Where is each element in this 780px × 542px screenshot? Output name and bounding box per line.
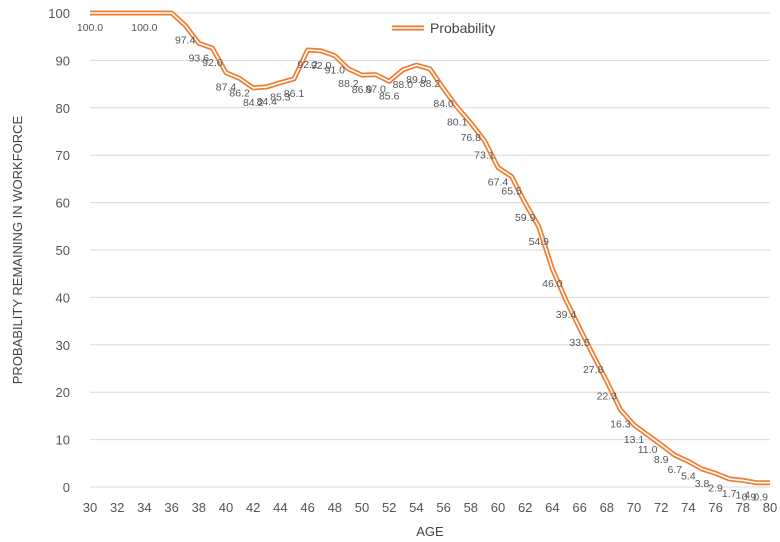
data-label: 0.9 <box>742 492 757 504</box>
gridlines <box>90 12 770 488</box>
data-label: 54.9 <box>529 236 550 248</box>
data-label: 89.0 <box>406 74 427 86</box>
data-label: 88.2 <box>420 78 441 90</box>
data-label: 13.1 <box>624 434 645 446</box>
data-label: 22.3 <box>597 390 618 402</box>
x-tick-label: 42 <box>246 500 260 515</box>
data-label: 88.2 <box>338 78 359 90</box>
x-tick-label: 54 <box>409 500 423 515</box>
data-label: 67.4 <box>488 177 509 189</box>
series-line-probability-inner <box>90 12 770 484</box>
data-label: 80.1 <box>447 116 468 128</box>
x-tick-label: 34 <box>137 500 151 515</box>
data-labels: 100.0 100.097.493.692.687.486.284.284.485… <box>77 22 768 504</box>
y-axis-title: PROBABILITY REMAINING IN WORKFORCE <box>10 115 25 384</box>
data-label: 73.1 <box>474 150 495 162</box>
x-tick-label: 50 <box>355 500 369 515</box>
data-label: 92.2 <box>297 59 318 71</box>
y-tick-label: 70 <box>56 148 70 163</box>
data-label: 5.4 <box>681 470 696 482</box>
x-tick-label: 36 <box>164 500 178 515</box>
x-tick-label: 80 <box>763 500 777 515</box>
data-label: 6.7 <box>667 464 682 476</box>
x-tick-label: 38 <box>192 500 206 515</box>
x-tick-label: 64 <box>545 500 559 515</box>
data-label: 84.4 <box>257 96 278 108</box>
x-axis-title: AGE <box>416 524 444 539</box>
data-label: 3.8 <box>695 478 710 490</box>
data-label: 87.0 <box>365 84 386 96</box>
x-tick-label: 76 <box>708 500 722 515</box>
data-label: 100.0 <box>131 22 157 34</box>
x-tick-label: 46 <box>300 500 314 515</box>
x-tick-label: 32 <box>110 500 124 515</box>
y-tick-label: 90 <box>56 53 70 68</box>
data-label: 93.6 <box>189 52 210 64</box>
y-tick-label: 10 <box>56 433 70 448</box>
data-label: 84.0 <box>433 98 454 110</box>
x-axis-ticks: 30 32 34 36 38 40 42 44 46 48 50 52 54 56 58 60 62 64 66 68… <box>83 500 777 515</box>
data-label: 92.0 <box>311 60 332 72</box>
x-tick-label: 78 <box>736 500 750 515</box>
x-tick-label: 66 <box>572 500 586 515</box>
data-label: 0.9 <box>753 492 768 504</box>
x-tick-label: 72 <box>654 500 668 515</box>
x-tick-label: 60 <box>491 500 505 515</box>
data-label: 46.0 <box>542 278 563 290</box>
series-line <box>90 10 770 486</box>
y-tick-label: 0 <box>63 480 70 495</box>
x-tick-label: 68 <box>600 500 614 515</box>
x-tick-label: 40 <box>219 500 233 515</box>
data-label: 84.2 <box>243 97 264 109</box>
data-label: 11.0 <box>638 444 658 456</box>
data-label: 39.4 <box>556 309 577 321</box>
x-tick-label: 58 <box>464 500 478 515</box>
data-label: 92.6 <box>202 57 223 69</box>
data-label: 87.4 <box>216 82 237 94</box>
x-tick-label: 74 <box>681 500 695 515</box>
x-tick-label: 62 <box>518 500 532 515</box>
data-label: 33.5 <box>569 337 590 349</box>
y-tick-label: 20 <box>56 385 70 400</box>
x-tick-label: 48 <box>328 500 342 515</box>
x-tick-label: 44 <box>273 500 287 515</box>
data-label: 88.0 <box>393 79 414 91</box>
data-label: 16.3 <box>610 419 631 431</box>
x-tick-label: 70 <box>627 500 641 515</box>
y-tick-label: 30 <box>56 338 70 353</box>
data-label: 1.4 <box>735 489 750 501</box>
data-label: 76.8 <box>461 132 482 144</box>
x-tick-label: 56 <box>436 500 450 515</box>
x-tick-label: 52 <box>382 500 396 515</box>
data-label: 97.4 <box>175 34 196 46</box>
data-label: 65.5 <box>501 186 522 198</box>
x-tick-label: 30 <box>83 500 97 515</box>
legend-entry-probability: Probability <box>430 20 495 36</box>
data-label: 100.0 <box>77 22 103 34</box>
y-tick-label: 50 <box>56 243 70 258</box>
data-label: 2.9 <box>708 482 723 494</box>
data-label: 85.3 <box>270 92 291 104</box>
data-label: 8.9 <box>654 454 669 466</box>
data-label: 1.7 <box>722 488 737 500</box>
y-tick-label: 100 <box>48 6 70 21</box>
legend: Probability <box>392 20 495 36</box>
data-label: 91.0 <box>325 65 346 77</box>
data-label: 86.1 <box>284 88 305 100</box>
y-tick-label: 40 <box>56 290 70 305</box>
data-label: 86.2 <box>229 87 250 99</box>
data-label: 85.6 <box>379 90 400 102</box>
data-label: 86.9 <box>352 84 373 96</box>
y-tick-label: 60 <box>56 196 70 211</box>
y-tick-label: 80 <box>56 101 70 116</box>
data-label: 27.8 <box>583 364 604 376</box>
y-axis-ticks: 0 10 20 30 40 50 60 70 80 90 100 <box>48 6 70 495</box>
data-label: 59.9 <box>515 212 536 224</box>
